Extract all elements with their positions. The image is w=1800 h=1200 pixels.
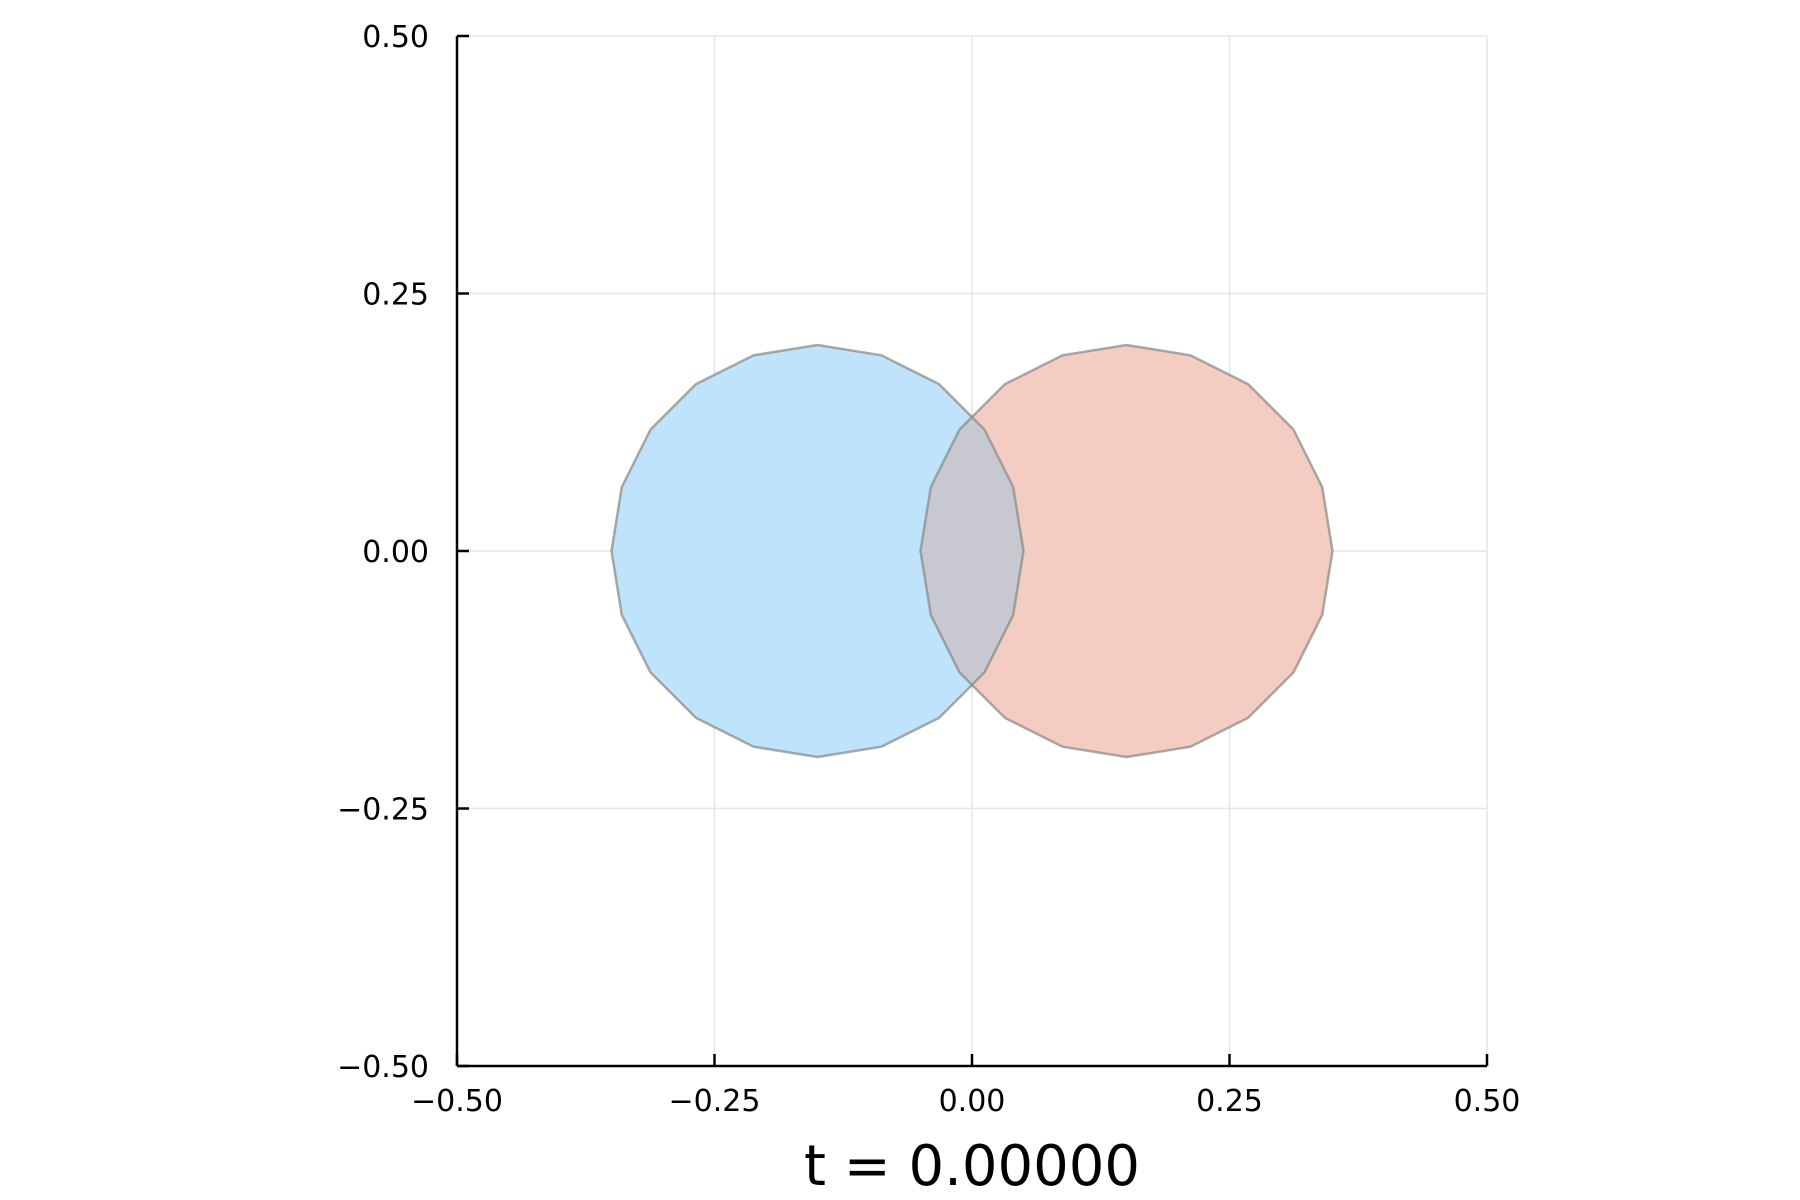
y-tick-label-1: −0.25 bbox=[337, 793, 429, 828]
tick-labels: −0.50 −0.25 0.00 0.25 0.50 −0.50 −0.25 0.00 0.25… bbox=[337, 20, 1520, 1119]
y-tick-label-0: −0.50 bbox=[337, 1050, 429, 1085]
x-tick-label-1: −0.25 bbox=[669, 1084, 761, 1119]
plot-area bbox=[610, 343, 1334, 759]
y-tick-label-3: 0.25 bbox=[362, 278, 429, 313]
y-tick-label-2: 0.00 bbox=[362, 535, 429, 570]
x-tick-label-2: 0.00 bbox=[939, 1084, 1006, 1119]
y-tick-label-4: 0.50 bbox=[362, 20, 429, 55]
x-tick-label-0: −0.50 bbox=[411, 1084, 503, 1119]
x-tick-label-4: 0.50 bbox=[1454, 1084, 1521, 1119]
polygon-outline-1 bbox=[610, 343, 1025, 759]
polygon-fill-1 bbox=[611, 345, 1024, 757]
x-axis-label: t = 0.00000 bbox=[804, 1134, 1140, 1199]
polygon-outline-2 bbox=[919, 343, 1334, 759]
axes bbox=[455, 34, 1489, 1068]
x-tick-label-3: 0.25 bbox=[1196, 1084, 1263, 1119]
polygon-fill-2 bbox=[920, 345, 1333, 757]
